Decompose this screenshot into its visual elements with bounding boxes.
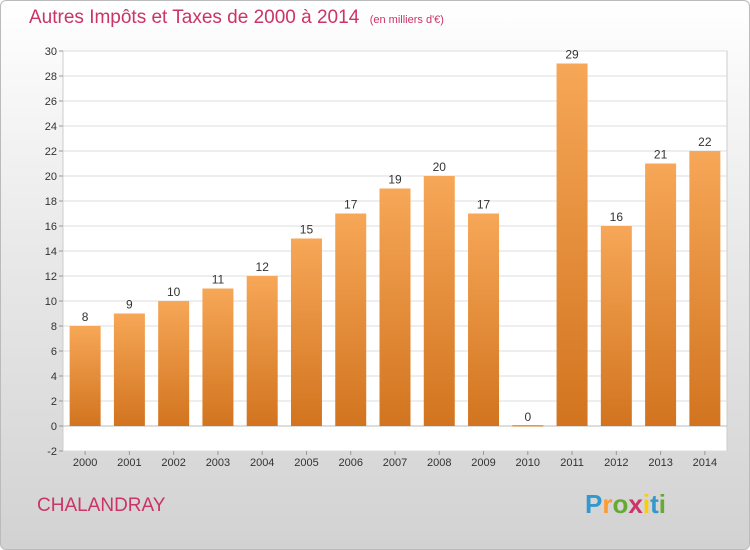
y-tick-label: 20 xyxy=(45,171,57,183)
value-label-2003: 11 xyxy=(212,273,225,287)
value-label-2004: 12 xyxy=(256,260,270,274)
x-tick-label-2012: 2012 xyxy=(604,457,628,469)
bar-2012 xyxy=(600,226,632,426)
x-tick-label-2006: 2006 xyxy=(338,457,362,469)
y-tick-label: 26 xyxy=(45,96,57,108)
bar-2008 xyxy=(423,176,455,426)
value-label-2010: 0 xyxy=(524,410,531,424)
x-tick-label-2004: 2004 xyxy=(250,457,274,469)
x-tick-label-2000: 2000 xyxy=(73,457,97,469)
x-tick-label-2014: 2014 xyxy=(693,457,717,469)
value-label-2006: 17 xyxy=(344,198,358,212)
value-label-2007: 19 xyxy=(388,173,402,187)
x-tick-label-2013: 2013 xyxy=(648,457,672,469)
y-tick-label: 8 xyxy=(51,321,57,333)
bar-2014 xyxy=(689,151,721,426)
chart-title: Autres Impôts et Taxes de 2000 à 2014 (e… xyxy=(29,7,444,29)
proxiti-logo: Proxiti xyxy=(585,489,666,520)
y-tick-label: 24 xyxy=(45,121,57,133)
value-label-2012: 16 xyxy=(610,210,624,224)
y-tick-label: 6 xyxy=(51,346,57,358)
value-label-2014: 22 xyxy=(698,135,712,149)
x-tick-label-2005: 2005 xyxy=(294,457,318,469)
bar-2004 xyxy=(246,276,278,426)
bar-2007 xyxy=(379,188,411,426)
bar-2010 xyxy=(512,425,544,427)
bar-2005 xyxy=(290,238,322,426)
logo-letter: t xyxy=(650,489,659,519)
chart-title-text: Autres Impôts et Taxes de 2000 à 2014 xyxy=(29,7,360,28)
x-tick-label-2007: 2007 xyxy=(383,457,407,469)
value-label-2001: 9 xyxy=(126,298,133,312)
bar-2013 xyxy=(645,163,677,426)
y-tick-label: 0 xyxy=(51,421,57,433)
x-tick-label-2011: 2011 xyxy=(560,457,584,469)
x-tick-label-2009: 2009 xyxy=(471,457,495,469)
bar-2002 xyxy=(158,301,190,426)
logo-letter: o xyxy=(612,489,629,519)
bar-2009 xyxy=(468,213,500,426)
logo-letter: P xyxy=(585,489,603,519)
bar-layer: 8 9 10 11 12 15 17 19 20 17 0 29 16 21 22 xyxy=(69,48,721,427)
logo-letter: r xyxy=(602,489,613,519)
y-tick-label: 22 xyxy=(45,146,57,158)
y-tick-label: 14 xyxy=(45,246,57,258)
y-tick-label: 10 xyxy=(45,296,57,308)
value-label-2009: 17 xyxy=(477,198,491,212)
bar-2006 xyxy=(335,213,367,426)
y-tick-label: -2 xyxy=(47,446,57,458)
chart-unit: (en milliers d'€) xyxy=(369,14,444,26)
value-label-2002: 10 xyxy=(167,285,181,299)
y-tick-label: 16 xyxy=(45,221,57,233)
x-tick-label-2001: 2001 xyxy=(117,457,141,469)
x-tick-label-2008: 2008 xyxy=(427,457,451,469)
logo-letter: i xyxy=(642,489,651,519)
value-label-2011: 29 xyxy=(565,48,579,62)
x-tick-label-2002: 2002 xyxy=(161,457,185,469)
y-tick-label: 2 xyxy=(51,396,57,408)
bar-2001 xyxy=(113,313,145,426)
bar-2000 xyxy=(69,326,101,426)
y-tick-label: 28 xyxy=(45,71,57,83)
y-tick-label: 4 xyxy=(51,371,57,383)
value-label-2005: 15 xyxy=(300,223,314,237)
value-label-2013: 21 xyxy=(654,148,668,162)
y-tick-label: 12 xyxy=(45,271,57,283)
y-tick-label: 30 xyxy=(45,46,57,58)
logo-letter: x xyxy=(628,489,643,519)
commune-name: CHALANDRAY xyxy=(37,495,166,516)
x-tick-label-2003: 2003 xyxy=(206,457,230,469)
bar-2011 xyxy=(556,63,588,426)
x-tick-label-2010: 2010 xyxy=(516,457,540,469)
value-label-2000: 8 xyxy=(82,310,89,324)
y-tick-label: 18 xyxy=(45,196,57,208)
logo-letter: i xyxy=(658,489,666,519)
value-label-2008: 20 xyxy=(433,160,447,174)
bar-2003 xyxy=(202,288,234,426)
